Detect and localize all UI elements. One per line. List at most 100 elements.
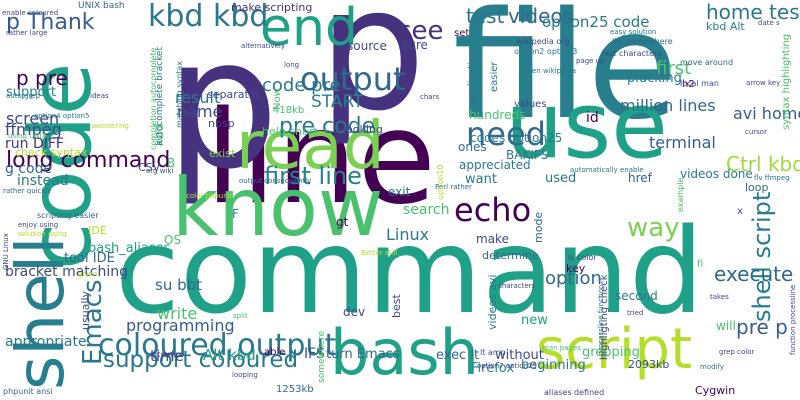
cloud-word-support: support	[6, 85, 56, 100]
cloud-word-sure: sure	[402, 38, 428, 52]
cloud-word-id: id	[586, 110, 599, 126]
cloud-word-mode: mode	[532, 211, 545, 243]
cloud-word-given: given	[78, 270, 98, 278]
cloud-word-beginning: beginning	[521, 358, 586, 373]
cloud-word-nbsp: nbsp	[208, 117, 235, 130]
cloud-word-exit: exit	[388, 185, 411, 199]
cloud-word-org-wiki: org wiki	[146, 167, 174, 175]
cloud-word-using-unix: using UNIX	[8, 132, 47, 140]
cloud-word-option4-option5: option4 option5	[34, 112, 90, 120]
cloud-word-turn-emacs: turn Emacs	[326, 347, 400, 362]
cloud-word-somewhere: somewhere	[317, 330, 327, 383]
cloud-word-videos-done: videos done	[680, 167, 753, 181]
cloud-word-pre-code: pre code	[279, 114, 376, 139]
cloud-word-bracket-matching: bracket matching	[5, 264, 129, 280]
cloud-word-need: need	[466, 115, 546, 153]
cloud-word-use: use	[505, 72, 668, 179]
cloud-word-fi: fi	[697, 259, 704, 270]
cloud-word-without: without	[495, 348, 544, 363]
cloud-word-echo: echo	[454, 191, 532, 229]
cloud-word-scripting-easier: scripting easier	[37, 211, 99, 220]
cloud-word-best: best	[390, 294, 403, 318]
cloud-word-phpunit-ansi: phpunit ansi	[3, 387, 53, 396]
cloud-word-1253kb: 1253kb	[276, 384, 314, 395]
cloud-word-used: used	[545, 171, 577, 186]
cloud-word-auto-grep: auto grep	[6, 92, 40, 100]
cloud-word-kbd-kbd: kbd kbd	[148, 0, 269, 34]
cloud-word-home-test: home test	[706, 0, 800, 24]
cloud-word-option10: option10	[436, 164, 445, 200]
cloud-word-start: START	[311, 92, 364, 112]
cloud-word-usually: usually	[79, 290, 92, 330]
cloud-word-easy-solution: easy solution	[610, 28, 657, 36]
cloud-word-h2: h2	[682, 79, 695, 90]
cloud-word-line: line	[205, 84, 436, 233]
cloud-word-bakifs: BAKIFS	[506, 148, 549, 162]
cloud-word-tried: tried	[627, 309, 644, 317]
cloud-word-last-characters: last characters	[602, 49, 662, 58]
cloud-word-grepping: grepping	[582, 345, 640, 360]
cloud-word-exec-lt: exec lt	[436, 348, 480, 363]
cloud-word-bash: bash	[330, 316, 479, 389]
cloud-word-arrow-key: arrow key	[746, 79, 781, 87]
cloud-word-million-lines: million lines	[620, 96, 716, 115]
cloud-word-enjoy-using: enjoy using	[18, 221, 59, 229]
cloud-word-automatically-enable: automatically enable	[570, 166, 644, 174]
cloud-word-looking: looking	[343, 123, 383, 136]
cloud-word-read: read	[236, 107, 385, 184]
cloud-word-ideas: ideas	[90, 92, 109, 100]
cloud-word-first: first	[656, 58, 692, 79]
cloud-word-able: able	[264, 347, 286, 358]
cloud-word-split: split	[233, 312, 248, 320]
cloud-word-videos-avi: videos avi	[486, 274, 499, 330]
cloud-word-p: p	[318, 0, 426, 149]
cloud-word-rather-large: rather large	[6, 29, 48, 37]
cloud-word-linux: Linux	[386, 225, 430, 244]
cloud-word-example: example	[676, 177, 685, 212]
cloud-word-run-diff: run DIFF	[5, 136, 64, 152]
cloud-word-first-line: first line	[264, 162, 362, 190]
cloud-word-rather-quickly: rather quickly	[3, 187, 52, 195]
cloud-word-source: source	[347, 39, 387, 53]
cloud-word-perl-rather: Perl rather	[435, 183, 472, 191]
cloud-word-local-man: local man	[680, 79, 719, 88]
cloud-word-support-coloured: support coloured	[103, 347, 299, 373]
cloud-word-processline-function: processline function	[597, 284, 605, 355]
cloud-word-time: time	[150, 347, 184, 365]
cloud-word-result: result	[175, 88, 221, 107]
cloud-word-ones: ones	[458, 140, 487, 154]
cloud-word-want: want	[465, 172, 497, 187]
cloud-word-su-bbt: su bbt	[155, 276, 203, 294]
cloud-word-cygwin: Cygwin	[695, 384, 736, 397]
cloud-word-shell-script: shell script	[748, 191, 776, 322]
cloud-word-p-thank: p Thank	[6, 10, 95, 35]
cloud-word-exist: exist	[209, 147, 236, 160]
cloud-word-autocomplete-bracket: autocomplete bracket	[155, 47, 165, 146]
cloud-word-programming: programming	[126, 316, 235, 335]
cloud-word-firefox: Firefox	[471, 361, 515, 376]
cloud-word-function-processline: function processline	[789, 284, 797, 355]
cloud-word-en-wikipedia: en wikipedia	[532, 67, 577, 75]
cloud-word-appreciated: appreciated	[459, 158, 531, 172]
cloud-word-way: way	[627, 213, 680, 243]
cloud-word-unix-bash: UNIX bash	[78, 1, 125, 11]
cloud-word-will: will	[716, 319, 736, 333]
cloud-word-looping: looping	[232, 371, 258, 379]
cloud-word-option: option	[545, 268, 602, 289]
cloud-word-alt-kbd: Alt kbd	[203, 346, 256, 364]
cloud-word-make: make	[476, 232, 509, 246]
cloud-word-set: set	[454, 28, 470, 39]
cloud-word-ctrl-kbd: Ctrl kbd	[726, 152, 800, 176]
cloud-word-script: script	[536, 317, 693, 382]
cloud-word-grep-color: grep color	[719, 348, 755, 356]
cloud-word-long: long	[284, 61, 300, 69]
cloud-word-ffmpeg: ffmpeg	[5, 120, 62, 139]
cloud-word-tool-ide: tool IDE	[64, 251, 115, 266]
cloud-word-enable-coloured: enable coloured	[2, 9, 59, 17]
cloud-word-plucking: plucking	[627, 71, 682, 86]
cloud-word-gt-amp: gt amp	[152, 350, 181, 359]
cloud-word-move-around: move around	[680, 58, 734, 67]
cloud-word-values: values	[514, 99, 547, 110]
cloud-word-kbd-alt: kbd Alt	[706, 20, 745, 33]
